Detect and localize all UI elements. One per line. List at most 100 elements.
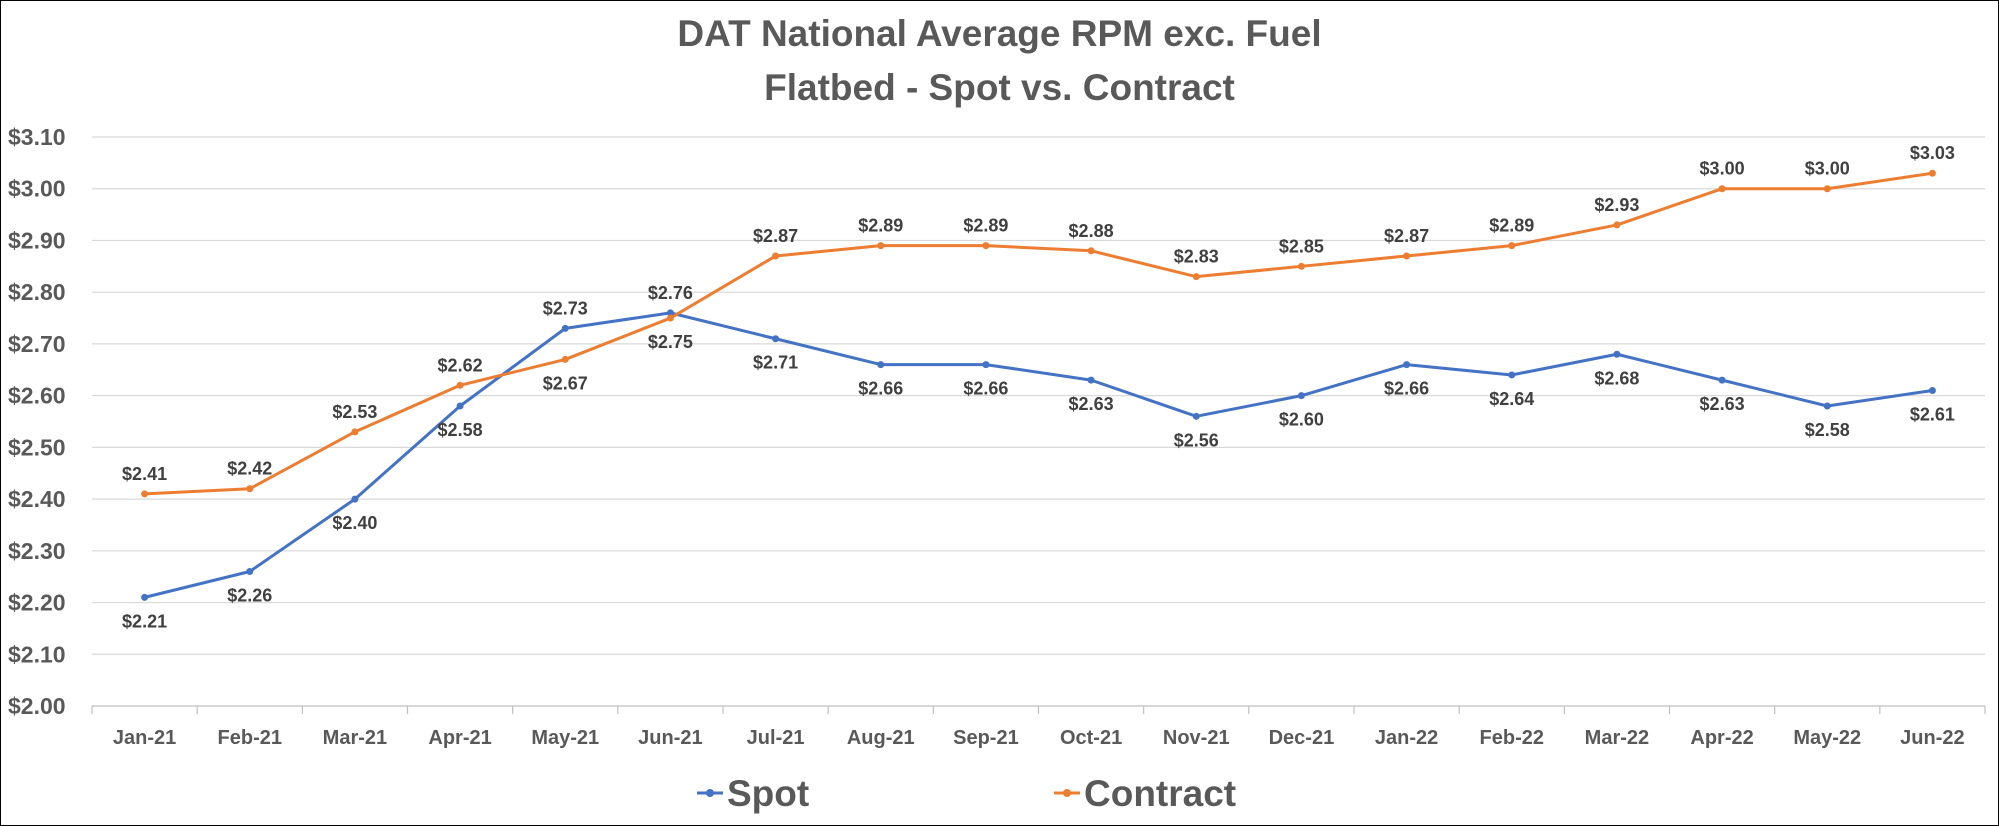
data-label-contract: $3.00 [1805, 159, 1850, 179]
chart-title: DAT National Average RPM exc. Fuel [677, 13, 1322, 54]
data-label-contract: $2.75 [648, 332, 693, 352]
data-label-contract: $2.93 [1594, 195, 1639, 215]
x-tick-label: Apr-22 [1690, 727, 1753, 749]
data-label-contract: $3.03 [1910, 143, 1955, 163]
data-label-spot: $2.76 [648, 283, 693, 303]
data-point-spot [772, 335, 780, 343]
data-point-contract [1823, 185, 1831, 193]
legend-marker-contract [1063, 789, 1071, 797]
data-point-spot [1823, 402, 1831, 410]
data-label-spot: $2.40 [332, 513, 377, 533]
data-point-contract [982, 242, 990, 250]
x-tick-label: Feb-22 [1480, 727, 1544, 749]
data-point-spot [1613, 350, 1621, 358]
x-tick-label: Jan-22 [1375, 727, 1438, 749]
data-point-contract [1718, 185, 1726, 193]
data-point-contract [1508, 242, 1516, 250]
x-tick-label: Jun-21 [638, 727, 702, 749]
data-label-spot: $2.71 [753, 353, 798, 373]
data-point-spot [141, 593, 149, 601]
chart-subtitle: Flatbed - Spot vs. Contract [764, 67, 1235, 108]
data-label-contract: $2.87 [1384, 226, 1429, 246]
x-tick-label: Sep-21 [953, 727, 1019, 749]
data-label-spot: $2.73 [543, 298, 588, 318]
y-tick-label: $2.10 [8, 641, 66, 667]
x-tick-label: May-22 [1793, 727, 1861, 749]
data-label-spot: $2.26 [227, 586, 272, 606]
y-tick-label: $2.90 [8, 227, 66, 253]
data-label-spot: $2.63 [1069, 394, 1114, 414]
data-point-spot [561, 324, 569, 332]
data-point-contract [1297, 262, 1305, 270]
data-point-contract [456, 381, 464, 389]
data-point-contract [772, 252, 780, 260]
data-point-contract [1192, 273, 1200, 281]
data-label-spot: $2.61 [1910, 404, 1955, 424]
data-label-spot: $2.63 [1700, 394, 1745, 414]
x-tick-label: Feb-21 [218, 727, 282, 749]
data-label-spot: $2.58 [438, 420, 483, 440]
data-label-contract: $2.83 [1174, 247, 1219, 267]
x-tick-label: Mar-22 [1585, 727, 1649, 749]
x-tick-label: Oct-21 [1060, 727, 1122, 749]
data-point-spot [666, 309, 674, 317]
y-tick-label: $2.20 [8, 590, 66, 616]
data-label-spot: $2.60 [1279, 410, 1324, 430]
data-label-spot: $2.56 [1174, 430, 1219, 450]
data-label-spot: $2.66 [858, 379, 903, 399]
data-point-contract [1087, 247, 1095, 255]
data-point-spot [1297, 392, 1305, 400]
series-line-spot [143, 311, 1934, 599]
y-tick-label: $2.00 [8, 693, 66, 719]
data-label-contract: $2.53 [332, 402, 377, 422]
data-point-contract [351, 428, 359, 436]
data-label-spot: $2.68 [1594, 368, 1639, 388]
y-tick-label: $2.50 [8, 434, 66, 460]
data-label-contract: $2.89 [963, 216, 1008, 236]
x-tick-label: Apr-21 [428, 727, 491, 749]
x-tick-label: May-21 [531, 727, 599, 749]
y-tick-label: $2.40 [8, 486, 66, 512]
data-point-spot [877, 361, 885, 369]
data-point-contract [877, 242, 885, 250]
y-tick-label: $2.60 [8, 383, 66, 409]
y-tick-label: $2.30 [8, 538, 66, 564]
x-tick-label: Jan-21 [113, 727, 176, 749]
data-label-contract: $2.41 [122, 464, 167, 484]
data-label-contract: $2.88 [1069, 221, 1114, 241]
data-label-contract: $2.87 [753, 226, 798, 246]
data-label-contract: $2.62 [438, 355, 483, 375]
data-point-spot [982, 361, 990, 369]
data-point-spot [1403, 361, 1411, 369]
data-point-contract [246, 485, 254, 493]
data-point-contract [1403, 252, 1411, 260]
x-tick-label: Dec-21 [1269, 727, 1335, 749]
data-label-spot: $2.21 [122, 611, 167, 631]
data-point-spot [1087, 376, 1095, 384]
data-label-contract: $3.00 [1700, 159, 1745, 179]
x-tick-label: Jun-22 [1900, 727, 1964, 749]
legend-label-contract: Contract [1084, 773, 1236, 814]
data-point-contract [1928, 169, 1936, 177]
x-tick-label: Jul-21 [747, 727, 805, 749]
data-point-contract [1613, 221, 1621, 229]
data-label-contract: $2.89 [858, 216, 903, 236]
data-point-spot [456, 402, 464, 410]
data-point-spot [1508, 371, 1516, 379]
x-tick-label: Nov-21 [1163, 727, 1230, 749]
data-point-spot [351, 495, 359, 503]
data-point-contract [141, 490, 149, 498]
data-label-spot: $2.58 [1805, 420, 1850, 440]
data-point-spot [1192, 412, 1200, 420]
y-tick-label: $2.70 [8, 331, 66, 357]
data-point-contract [666, 314, 674, 322]
data-label-spot: $2.66 [1384, 379, 1429, 399]
data-point-spot [246, 568, 254, 576]
legend-marker-spot [706, 789, 714, 797]
y-tick-label: $3.10 [8, 124, 66, 150]
data-point-spot [1718, 376, 1726, 384]
y-tick-label: $2.80 [8, 279, 66, 305]
x-tick-label: Aug-21 [847, 727, 915, 749]
